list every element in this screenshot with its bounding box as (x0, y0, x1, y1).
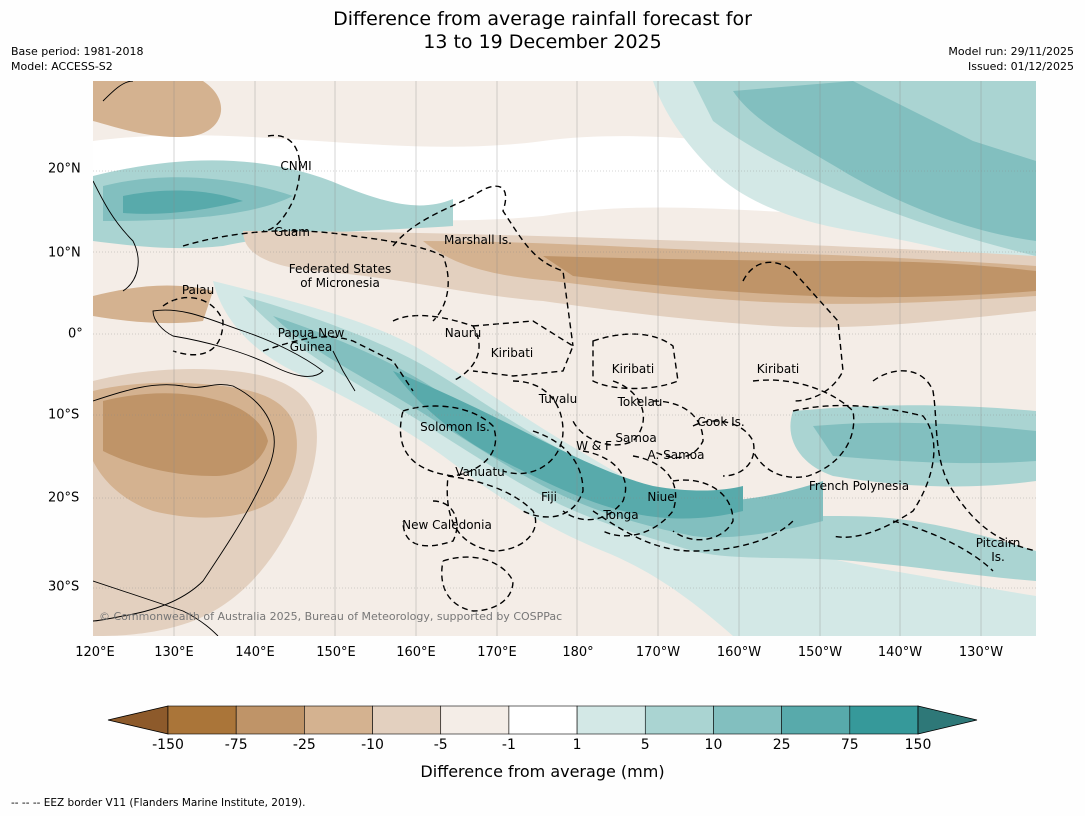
label-solomon: Solomon Is. (420, 420, 490, 434)
colorbar-tick-label: -1 (501, 737, 516, 753)
colorbar-tick-label: 1 (572, 737, 582, 753)
colorbar-tick-label: -10 (361, 737, 384, 753)
label-pitcairn-2: Is. (991, 550, 1005, 564)
x-tick-160w: 160°W (716, 645, 762, 660)
label-tuvalu: Tuvalu (538, 392, 578, 406)
x-tick-160e: 160°E (396, 645, 436, 660)
meta-right: Model run: 29/11/2025 Issued: 01/12/2025 (948, 44, 1074, 74)
x-tick-130w: 130°W (958, 645, 1004, 660)
y-tick-20n: 20°N (48, 161, 81, 177)
x-tick-180: 180° (562, 645, 594, 660)
label-tokelau: Tokelau (617, 395, 663, 409)
colorbar-tick-label: -150 (152, 737, 184, 753)
colorbar-tick-label: 10 (704, 737, 723, 753)
eez-borders (162, 134, 1036, 612)
colorbar-bin-3 (372, 705, 442, 735)
label-png-2: Guinea (289, 340, 333, 354)
y-tick-10n: 10°N (48, 245, 81, 261)
colorbar-tick-label: -75 (224, 737, 248, 753)
title-line-2: 13 to 19 December 2025 (423, 31, 662, 53)
colorbar (107, 705, 978, 735)
label-micronesia: Federated States of Micronesia (289, 262, 391, 290)
label-nauru: Nauru (444, 326, 482, 340)
label-png: Papua New Guinea (278, 326, 345, 354)
colorbar-tick-label: -5 (433, 737, 448, 753)
x-tick-170e: 170°E (477, 645, 517, 660)
colorbar-tick-label: 75 (840, 737, 859, 753)
legend-title: Difference from average (mm) (420, 762, 665, 781)
colorbar-tick-label: -25 (292, 737, 316, 753)
label-guam: Guam (274, 225, 310, 239)
y-tick-0: 0° (68, 326, 83, 342)
copyright-notice: © Commonwealth of Australia 2025, Bureau… (99, 610, 563, 623)
y-tick-10s: 10°S (48, 407, 80, 423)
colorbar-bin-4 (440, 705, 510, 735)
label-vanuatu: Vanuatu (455, 465, 505, 479)
colorbar-bin-2 (304, 705, 373, 735)
x-tick-150w: 150°W (797, 645, 843, 660)
colorbar-tick-label: 150 (904, 737, 932, 753)
coastlines (93, 81, 356, 636)
x-tick-120e: 120°E (75, 645, 115, 660)
label-pitcairn-1: Pitcairn (975, 536, 1021, 550)
colorbar-bin-0 (167, 705, 237, 735)
label-niue: Niue (647, 490, 675, 504)
colorbar-under-arrow (107, 705, 169, 735)
label-cnmi: CNMI (280, 159, 312, 173)
label-kiribati-west: Kiribati (490, 346, 534, 360)
label-pitcairn: Pitcairn Is. (976, 536, 1021, 564)
label-micronesia-2: of Micronesia (300, 276, 380, 290)
colorbar-bin-6 (576, 705, 646, 735)
rainfall-map[interactable] (93, 81, 1036, 636)
x-tick-130e: 130°E (154, 645, 194, 660)
meta-left: Base period: 1981-2018 Model: ACCESS-S2 (11, 44, 143, 74)
colorbar-bin-7 (644, 705, 714, 735)
base-period: Base period: 1981-2018 (11, 45, 144, 58)
model-run: Model run: 29/11/2025 (948, 45, 1074, 58)
colorbar-over-arrow (917, 705, 978, 735)
colorbar-bin-9 (781, 705, 851, 735)
colorbar-bin-10 (849, 705, 919, 735)
colorbar-bin-1 (235, 705, 305, 735)
x-tick-150e: 150°E (316, 645, 356, 660)
model-name: Model: ACCESS-S2 (11, 60, 113, 73)
x-tick-140w: 140°W (877, 645, 923, 660)
label-american-samoa: A. Samoa (647, 448, 705, 462)
label-png-1: Papua New (277, 326, 345, 340)
graticule (93, 81, 1036, 636)
eez-footnote: -- -- -- EEZ border V11 (Flanders Marine… (11, 797, 306, 809)
label-cook: Cook Is. (697, 415, 745, 429)
y-tick-30s: 30°S (48, 579, 80, 595)
y-tick-20s: 20°S (48, 490, 80, 506)
label-palau: Palau (181, 283, 215, 297)
label-tonga: Tonga (603, 508, 639, 522)
label-kiribati-central: Kiribati (611, 362, 655, 376)
label-samoa: Samoa (615, 431, 657, 445)
label-french-polynesia: French Polynesia (808, 479, 910, 493)
label-fiji: Fiji (540, 490, 558, 504)
map-title: Difference from average rainfall forecas… (0, 8, 1085, 54)
colorbar-bin-8 (713, 705, 782, 735)
label-kiribati-east: Kiribati (756, 362, 800, 376)
label-wallis-futuna: W & F (576, 439, 612, 453)
title-line-1: Difference from average rainfall forecas… (333, 8, 752, 30)
x-tick-140e: 140°E (235, 645, 275, 660)
map-canvas (93, 81, 1036, 636)
issued-date: Issued: 01/12/2025 (967, 60, 1074, 73)
label-new-caledonia: New Caledonia (402, 518, 492, 532)
label-micronesia-1: Federated States (288, 262, 392, 276)
x-tick-170w: 170°W (635, 645, 681, 660)
label-marshall: Marshall Is. (444, 233, 512, 247)
colorbar-bin-5 (508, 705, 578, 735)
colorbar-tick-label: 5 (640, 737, 650, 753)
colorbar-tick-label: 25 (772, 737, 791, 753)
